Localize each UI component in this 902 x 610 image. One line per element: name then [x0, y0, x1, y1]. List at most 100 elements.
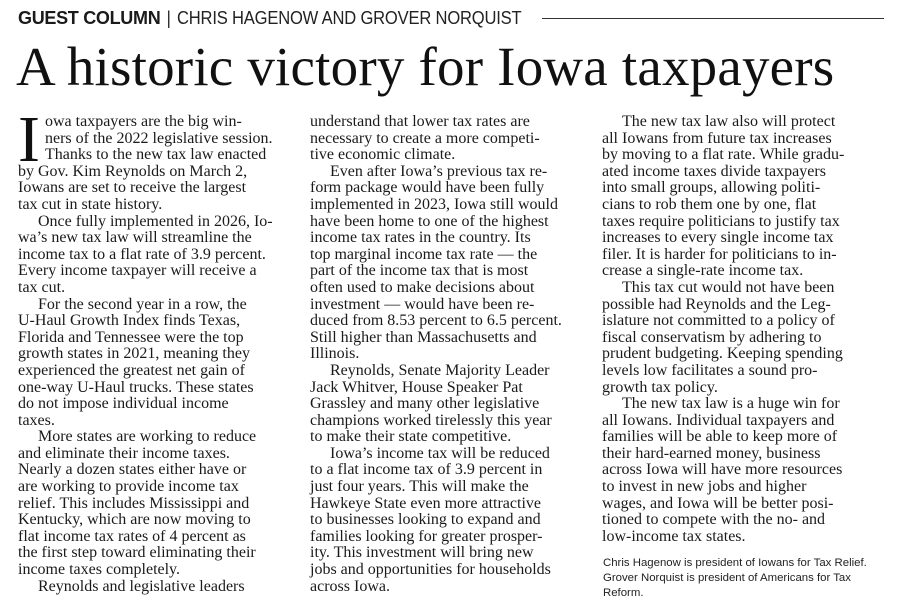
text-line: flat income tax rates of 4 percent as	[18, 527, 246, 545]
text-line: Kentucky, which are now moving to	[18, 511, 251, 529]
text-line: More states are working to reduce	[38, 428, 257, 446]
text-line: tive economic climate.	[310, 146, 456, 164]
text-line: families looking for greater prosper-	[310, 527, 543, 545]
text-line: all Iowans from future tax increases	[602, 129, 832, 147]
text-line: Iowans are set to receive the largest	[18, 179, 247, 197]
text-line: ity. This investment will bring new	[310, 544, 534, 562]
text-line: investment — would have been re-	[310, 295, 535, 313]
text-line: their hard-earned money, business	[602, 444, 821, 462]
text-line: have been home to one of the highest	[310, 212, 549, 230]
text-line: growth states in 2021, meaning they	[18, 345, 250, 363]
text-line: taxes require politicians to justify tax	[602, 212, 840, 230]
text-line: champions worked tirelessly this year	[310, 411, 552, 429]
kicker-rule	[541, 17, 884, 19]
text-line: wages, and Iowa will be better posi-	[602, 494, 834, 512]
text-line: often used to make decisions about	[310, 278, 535, 296]
text-line: The new tax law is a huge win for	[622, 395, 840, 413]
text-line: possible had Reynolds and the Leg-	[602, 295, 831, 313]
text-line: Grassley and many other legislative	[310, 395, 540, 413]
drop-cap: I	[18, 103, 40, 176]
text-line: Florida and Tennessee were the top	[18, 328, 244, 346]
text-line: to businesses looking to expand and	[310, 511, 541, 529]
text-line: low-income tax states.	[602, 527, 746, 545]
text-line: Jack Whitver, House Speaker Pat	[310, 378, 523, 396]
kicker-separator: |	[166, 7, 172, 28]
text-line: experienced the greatest net gain of	[18, 361, 245, 379]
text-line: Still higher than Massachusetts and	[310, 328, 537, 346]
text-line: tax cut.	[18, 278, 66, 296]
headline: A historic victory for Iowa taxpayers	[16, 36, 835, 97]
text-line: Iowa’s income tax will be reduced	[330, 444, 550, 462]
paragraph: Reynolds and legislative leaders	[18, 577, 302, 596]
column-kicker: GUEST COLUMN | CHRIS HAGENOW AND GROVER …	[18, 6, 884, 30]
text-line: growth tax policy.	[602, 378, 718, 396]
text-line: U-Haul Growth Index finds Texas,	[18, 312, 241, 330]
paragraph: Iowa’s income tax will be reduced to a fl…	[310, 444, 594, 595]
text-line: understand that lower tax rates are	[310, 113, 530, 130]
text-line: relief. This includes Mississippi and	[18, 494, 250, 512]
paragraph: owa taxpayers are the big win-ners of th…	[18, 113, 302, 214]
text-line: tioned to compete with the no- and	[602, 511, 826, 529]
text-line: ners of the 2022 legislative session.	[45, 129, 273, 147]
text-line: duced from 8.53 percent to 6.5 percent.	[310, 312, 562, 330]
text-line: prudent budgeting. Keeping spending	[602, 345, 843, 363]
author-bio: Chris Hagenow is president of Iowans for…	[603, 556, 893, 601]
text-line: Nearly a dozen states either have or	[18, 461, 247, 479]
paragraph: This tax cut would not have been possible…	[602, 278, 892, 396]
text-line: filer. It is harder for politicians to i…	[602, 245, 837, 263]
text-line: to invest in new jobs and higher	[602, 478, 807, 496]
paragraph: understand that lower tax rates are neces…	[310, 113, 594, 164]
text-line: across Iowa.	[310, 577, 390, 595]
text-line: fiscal conservatism by adhering to	[602, 328, 822, 346]
text-line: cians to rob them one by one, flat	[602, 195, 817, 213]
text-line: tax cut in state history.	[18, 195, 163, 213]
text-line: do not impose individual income	[18, 395, 229, 413]
text-line: to make their state competitive.	[310, 428, 512, 446]
text-line: across Iowa will have more resources	[602, 461, 843, 479]
paragraph: Even after Iowa’s previous tax re-form p…	[310, 162, 594, 363]
text-line: implemented in 2023, Iowa still would	[310, 195, 558, 213]
article-column-2: understand that lower tax rates are neces…	[310, 113, 594, 595]
text-line: necessary to create a more competi-	[310, 129, 540, 147]
text-line: Thanks to the new tax law enacted	[45, 146, 267, 164]
bio-line: Chris Hagenow is president of Iowans for…	[603, 557, 867, 569]
text-line: Once fully implemented in 2026, Io-	[38, 212, 273, 230]
text-line: Hawkeye State even more attractive	[310, 494, 541, 512]
paragraph: Reynolds, Senate Majority Leader Jack Whi…	[310, 361, 594, 446]
article-column-3: The new tax law also will protect all Iow…	[602, 113, 892, 545]
author-byline: CHRIS HAGENOW AND GROVER NORQUIST	[177, 7, 522, 28]
text-line: jobs and opportunities for households	[310, 561, 551, 579]
text-line: The new tax law also will protect	[622, 113, 836, 130]
text-line: one-way U-Haul trucks. These states	[18, 378, 254, 396]
text-line: ated income taxes divide taxpayers	[602, 162, 826, 180]
text-line: top marginal income tax rate — the	[310, 245, 538, 263]
text-line: into small groups, allowing politi-	[602, 179, 821, 197]
text-line: levels low facilitates a sound pro-	[602, 361, 818, 379]
paragraph: For the second year in a row, the U-Haul …	[18, 295, 302, 430]
text-line: taxes.	[18, 411, 55, 429]
text-line: part of the income tax that is most	[310, 262, 529, 280]
text-line: crease a single-rate income tax.	[602, 262, 804, 280]
text-line: just four years. This will make the	[310, 478, 529, 496]
text-line: all Iowans. Individual taxpayers and	[602, 411, 835, 429]
section-label: GUEST COLUMN	[18, 7, 161, 28]
text-line: owa taxpayers are the big win-	[45, 113, 242, 130]
text-line: income taxes completely.	[18, 561, 181, 579]
text-line: Even after Iowa’s previous tax re-	[330, 162, 548, 180]
text-line: the first step toward eliminating their	[18, 544, 256, 562]
text-line: form package would have been fully	[310, 179, 545, 197]
text-line: are working to provide income tax	[18, 478, 239, 496]
paragraph: The new tax law also will protect all Iow…	[602, 113, 892, 280]
article-column-1: I owa taxpayers are the big win-ners of …	[18, 103, 302, 596]
paragraph: Once fully implemented in 2026, Io-wa’s …	[18, 212, 302, 297]
text-line: This tax cut would not have been	[622, 278, 835, 296]
text-line: Illinois.	[310, 345, 360, 363]
text-line: families will be able to keep more of	[602, 428, 838, 446]
text-line: to a flat income tax of 3.9 percent in	[310, 461, 543, 479]
text-line: Reynolds and legislative leaders	[38, 577, 245, 595]
text-line: islature not committed to a policy of	[602, 312, 835, 330]
text-line: For the second year in a row, the	[38, 295, 247, 313]
paragraph: More states are working to reduce and eli…	[18, 429, 302, 578]
text-line: income tax rates in the country. Its	[310, 229, 531, 247]
text-line: Reynolds, Senate Majority Leader	[330, 361, 550, 379]
